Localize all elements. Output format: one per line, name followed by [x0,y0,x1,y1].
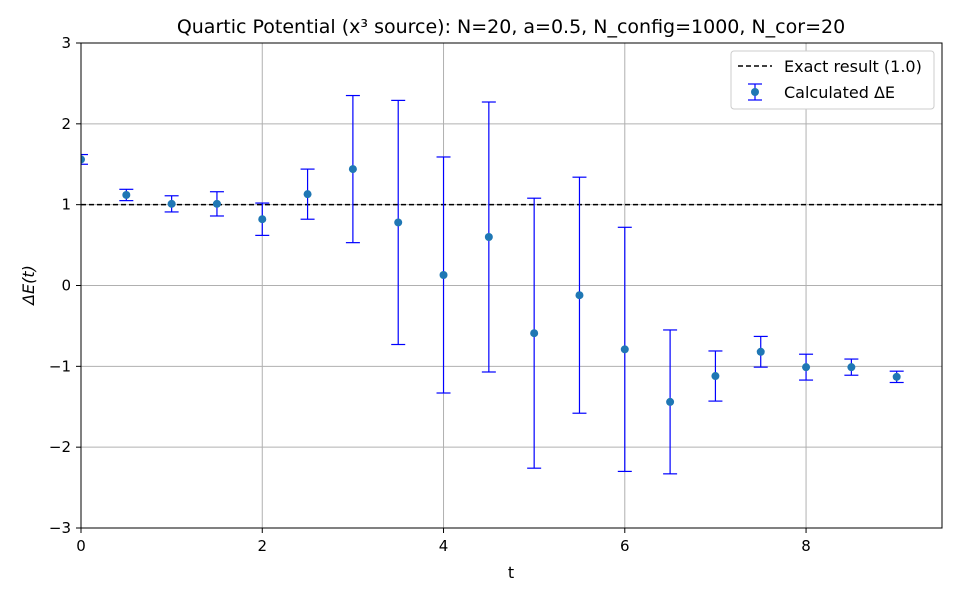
data-points [81,155,901,406]
data-point [212,199,221,208]
data-point [167,199,176,208]
legend-series-label: Calculated ΔE [784,83,895,102]
legend: Exact result (1.0) Calculated ΔE [730,50,935,110]
y-tick-label: −2 [49,438,71,456]
data-point [258,215,267,224]
y-tick-label: 0 [61,277,71,295]
x-axis-ticks: 0 2 4 6 8 [76,528,811,555]
y-tick-label: −3 [49,519,71,537]
y-tick-label: 2 [61,115,71,133]
x-tick-label: 0 [76,537,86,555]
x-tick-label: 4 [439,537,449,555]
x-tick-label: 8 [801,537,811,555]
data-point [122,190,131,199]
data-point [348,165,357,174]
legend-series-swatch [748,83,762,101]
legend-box [730,50,935,110]
y-tick-label: 3 [61,34,71,52]
chart-title: Quartic Potential (x³ source): N=20, a=0… [177,16,845,38]
data-point [439,270,448,279]
data-point [303,190,312,199]
y-axis-ticks: −3 −2 −1 0 1 2 3 [49,34,81,537]
data-point [81,155,85,164]
y-axis-label: ΔE(t) [19,265,38,307]
x-tick-label: 6 [620,537,630,555]
data-point [847,363,856,372]
data-point [892,372,901,381]
y-tick-label: 1 [61,196,71,214]
x-tick-label: 2 [257,537,267,555]
x-axis-label: t [508,563,514,582]
data-point [666,397,675,406]
data-point [575,291,584,300]
data-point [484,233,493,241]
data-point [756,347,765,356]
data-point [530,329,539,338]
legend-reference-line-label: Exact result (1.0) [784,57,922,76]
data-point [620,345,629,354]
data-point [711,372,720,381]
y-tick-label: −1 [49,357,71,375]
data-point [394,218,403,227]
data-point [802,363,811,372]
